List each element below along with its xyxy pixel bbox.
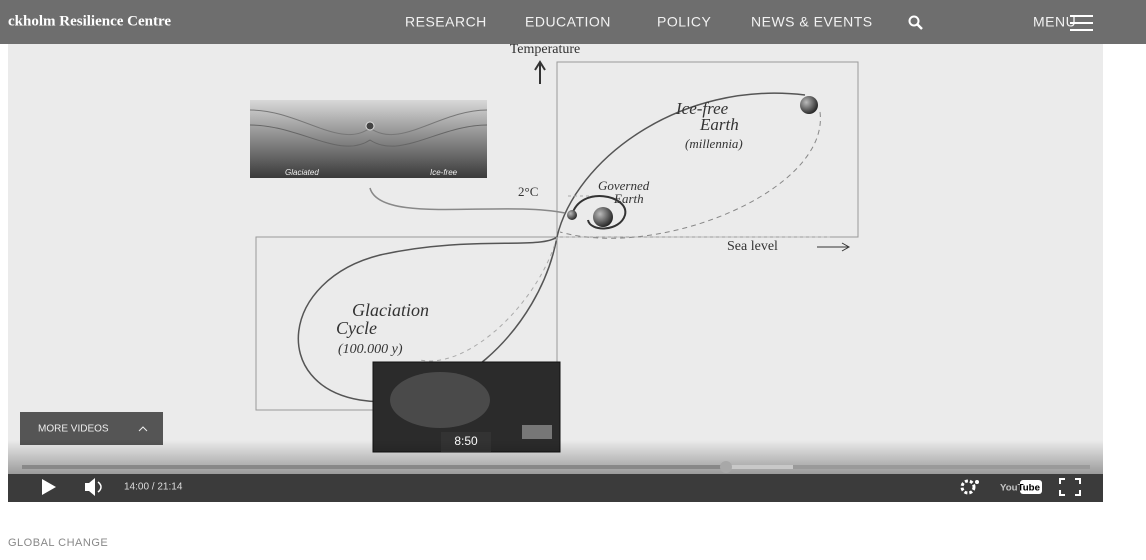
sphere bbox=[800, 96, 818, 114]
state-name: Governed bbox=[598, 178, 650, 193]
time-display: 14:00 / 21:14 bbox=[124, 482, 183, 493]
site-title[interactable]: ckholm Resilience Centre bbox=[8, 13, 171, 29]
progress-knob[interactable] bbox=[720, 461, 732, 473]
landscape-label: Ice-free bbox=[430, 168, 458, 177]
landscape-label: Glaciated bbox=[285, 168, 319, 177]
caret bbox=[138, 426, 148, 432]
progress-played bbox=[22, 465, 726, 469]
settings-button[interactable] bbox=[960, 479, 979, 495]
state-name: Earth bbox=[699, 115, 739, 134]
controls-gradient bbox=[8, 440, 1103, 475]
volume-button[interactable] bbox=[85, 478, 102, 496]
section-label: GLOBAL CHANGE bbox=[8, 537, 108, 549]
play-button[interactable] bbox=[42, 479, 56, 495]
curve bbox=[369, 187, 566, 214]
landscape bbox=[250, 100, 487, 178]
curve bbox=[559, 111, 821, 239]
header-bar bbox=[0, 0, 1146, 44]
sphere bbox=[567, 210, 577, 220]
sphere bbox=[593, 207, 613, 227]
menu-icon[interactable] bbox=[1070, 15, 1093, 31]
warming-label: 2°C bbox=[518, 184, 538, 199]
curve bbox=[419, 236, 558, 362]
curve bbox=[571, 195, 627, 230]
sphere bbox=[365, 121, 375, 131]
preview-image bbox=[390, 372, 490, 428]
curve bbox=[556, 92, 806, 238]
state-name: Glaciation bbox=[352, 300, 429, 320]
arrow bbox=[817, 242, 851, 252]
more-videos-label: MORE VIDEOS bbox=[38, 424, 109, 435]
y-axis-label: Temperature bbox=[510, 42, 581, 57]
fullscreen-button[interactable] bbox=[1059, 478, 1081, 496]
state-name: Ice-free bbox=[675, 99, 729, 118]
controls-bar bbox=[8, 474, 1103, 502]
landscape-line bbox=[249, 124, 488, 147]
nav-link[interactable]: EDUCATION bbox=[525, 14, 611, 30]
state-period: (millennia) bbox=[685, 136, 743, 151]
x-axis-label: Sea level bbox=[727, 239, 778, 254]
state-name: Cycle bbox=[336, 318, 377, 338]
nav-link[interactable]: RESEARCH bbox=[405, 14, 487, 30]
youtube-logo[interactable]: YouTube bbox=[1000, 482, 1040, 492]
diagram: Temperature Sea level 2°C Ice-free Earth… bbox=[249, 42, 859, 411]
nav-link[interactable]: POLICY bbox=[657, 14, 712, 30]
state-period: (100.000 y) bbox=[338, 342, 403, 357]
menu-label[interactable]: MENU bbox=[1033, 14, 1076, 30]
curve bbox=[297, 236, 558, 403]
more-videos-button[interactable] bbox=[20, 412, 163, 445]
arrow bbox=[534, 60, 546, 84]
youtube-logo-box bbox=[1020, 480, 1042, 494]
search-icon[interactable] bbox=[908, 15, 923, 30]
state-name: Earth bbox=[613, 191, 644, 206]
nav-link[interactable]: NEWS & EVENTS bbox=[751, 14, 873, 30]
preview-image bbox=[522, 425, 552, 439]
